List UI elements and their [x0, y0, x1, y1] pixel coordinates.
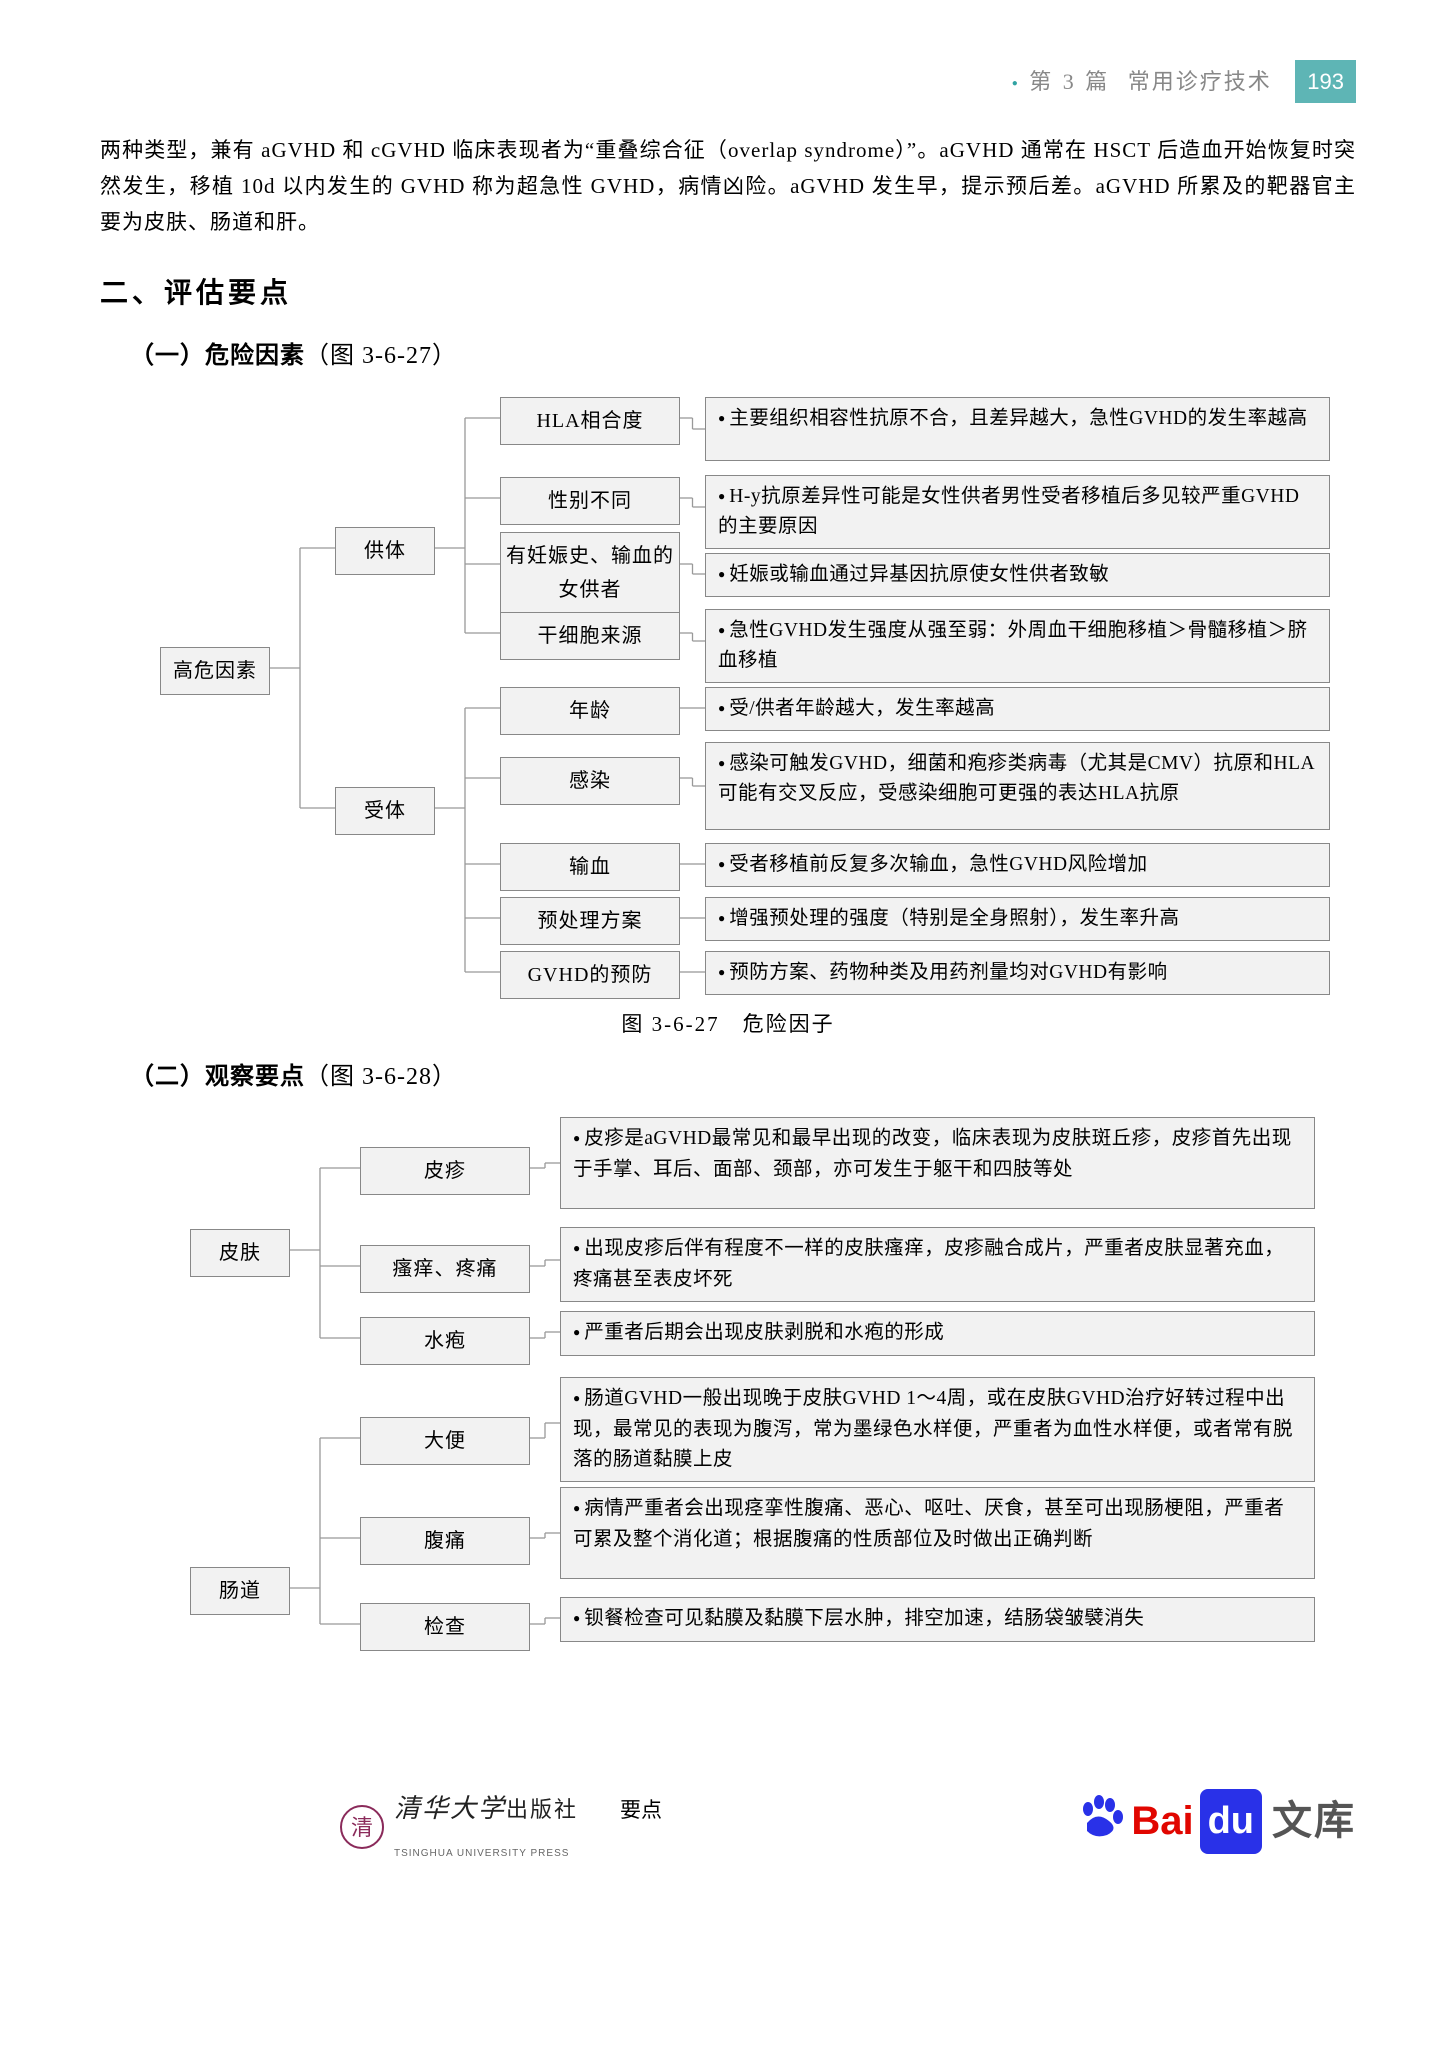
- subsection-1: （一）危险因素（图 3-6-27）: [130, 336, 1356, 377]
- desc-node: 预防方案、药物种类及用药剂量均对GVHD有影响: [705, 951, 1330, 995]
- baidu-du: du: [1200, 1789, 1262, 1854]
- page-number: 193: [1295, 60, 1356, 103]
- subsection-1-title: （一）危险因素: [130, 343, 305, 369]
- desc-node: 出现皮疹后伴有程度不一样的皮肤瘙痒，皮疹融合成片，严重者皮肤显著充血，疼痛甚至表…: [560, 1227, 1315, 1301]
- root-node: 高危因素: [160, 647, 270, 695]
- section-label: 第 3 篇: [1029, 69, 1110, 94]
- mid-node: 水疱: [360, 1317, 530, 1365]
- mid-node: 皮疹: [360, 1147, 530, 1195]
- baidu-bai: Bai: [1131, 1787, 1193, 1855]
- mid-node: 感染: [500, 757, 680, 805]
- page-header: ● 第 3 篇 常用诊疗技术 193: [100, 60, 1356, 103]
- baidu-wenku: 文库: [1272, 1787, 1356, 1855]
- subsection-1-ref: （图 3-6-27）: [305, 343, 457, 369]
- publisher-seal-icon: 清: [340, 1805, 384, 1849]
- subsection-2-ref: （图 3-6-28）: [305, 1064, 457, 1090]
- desc-node: 皮疹是aGVHD最常见和最早出现的改变，临床表现为皮肤斑丘疹，皮疹首先出现于手掌…: [560, 1117, 1315, 1209]
- desc-node: 妊娠或输血通过异基因抗原使女性供者致敏: [705, 553, 1330, 597]
- center-fragment: 要点: [620, 1793, 662, 1829]
- risk-factor-diagram: 供体受体 高危因素 HLA相合度主要组织相容性抗原不合，且差异越大，急性GVHD的发…: [160, 397, 1330, 997]
- mid-node: 腹痛: [360, 1517, 530, 1565]
- category-gut: 肠道: [190, 1567, 290, 1615]
- subsection-2-title: （二）观察要点: [130, 1064, 305, 1090]
- page-footer: 清 清华大学出版社 TSINGHUA UNIVERSITY PRESS 要点 B…: [100, 1787, 1356, 1877]
- desc-node: H-y抗原差异性可能是女性供者男性受者移植后多见较严重GVHD的主要原因: [705, 475, 1330, 549]
- mid-node: 年龄: [500, 687, 680, 735]
- desc-node: 受者移植前反复多次输血，急性GVHD风险增加: [705, 843, 1330, 887]
- baidu-paw-icon: [1077, 1793, 1125, 1849]
- publisher-en: TSINGHUA UNIVERSITY PRESS: [394, 1848, 569, 1859]
- mid-node: 瘙痒、疼痛: [360, 1245, 530, 1293]
- mid-node: 性别不同: [500, 477, 680, 525]
- desc-node: 肠道GVHD一般出现晚于皮肤GVHD 1～4周，或在皮肤GVHD治疗好转过程中出…: [560, 1377, 1315, 1482]
- figure-caption-1: 图 3-6-27 危险因子: [100, 1007, 1356, 1043]
- mid-node: HLA相合度: [500, 397, 680, 445]
- mid-node: 大便: [360, 1417, 530, 1465]
- desc-node: 严重者后期会出现皮肤剥脱和水疱的形成: [560, 1311, 1315, 1355]
- mid-node: 检查: [360, 1603, 530, 1651]
- category-donor: 供体: [335, 527, 435, 575]
- mid-node: 干细胞来源: [500, 612, 680, 660]
- observation-diagram: 皮肤肠道 皮疹皮疹是aGVHD最常见和最早出现的改变，临床表现为皮肤斑丘疹，皮疹首…: [160, 1117, 1330, 1757]
- chapter-title: 常用诊疗技术: [1128, 69, 1272, 94]
- desc-node: 病情严重者会出现痉挛性腹痛、恶心、呕吐、厌食，甚至可出现肠梗阻，严重者可累及整个…: [560, 1487, 1315, 1579]
- mid-node: 有妊娠史、输血的女供者: [500, 532, 680, 614]
- desc-node: 急性GVHD发生强度从强至弱：外周血干细胞移植＞骨髓移植＞脐血移植: [705, 609, 1330, 683]
- desc-node: 受/供者年龄越大，发生率越高: [705, 687, 1330, 731]
- baidu-wenku-logo: Baidu 文库: [1077, 1787, 1356, 1855]
- intro-paragraph: 两种类型，兼有 aGVHD 和 cGVHD 临床表现者为“重叠综合征（overl…: [100, 133, 1356, 240]
- category-skin: 皮肤: [190, 1229, 290, 1277]
- mid-node: GVHD的预防: [500, 951, 680, 999]
- mid-node: 输血: [500, 843, 680, 891]
- section-heading: 二、评估要点: [100, 270, 1356, 318]
- desc-node: 增强预处理的强度（特别是全身照射），发生率升高: [705, 897, 1330, 941]
- mid-node: 预处理方案: [500, 897, 680, 945]
- desc-node: 钡餐检查可见黏膜及黏膜下层水肿，排空加速，结肠袋皱襞消失: [560, 1597, 1315, 1641]
- desc-node: 主要组织相容性抗原不合，且差异越大，急性GVHD的发生率越高: [705, 397, 1330, 461]
- category-recip: 受体: [335, 787, 435, 835]
- desc-node: 感染可触发GVHD，细菌和疱疹类病毒（尤其是CMV）抗原和HLA可能有交叉反应，…: [705, 742, 1330, 830]
- subsection-2: （二）观察要点（图 3-6-28）: [130, 1057, 1356, 1098]
- publisher-logo: 清 清华大学出版社 TSINGHUA UNIVERSITY PRESS: [340, 1787, 578, 1867]
